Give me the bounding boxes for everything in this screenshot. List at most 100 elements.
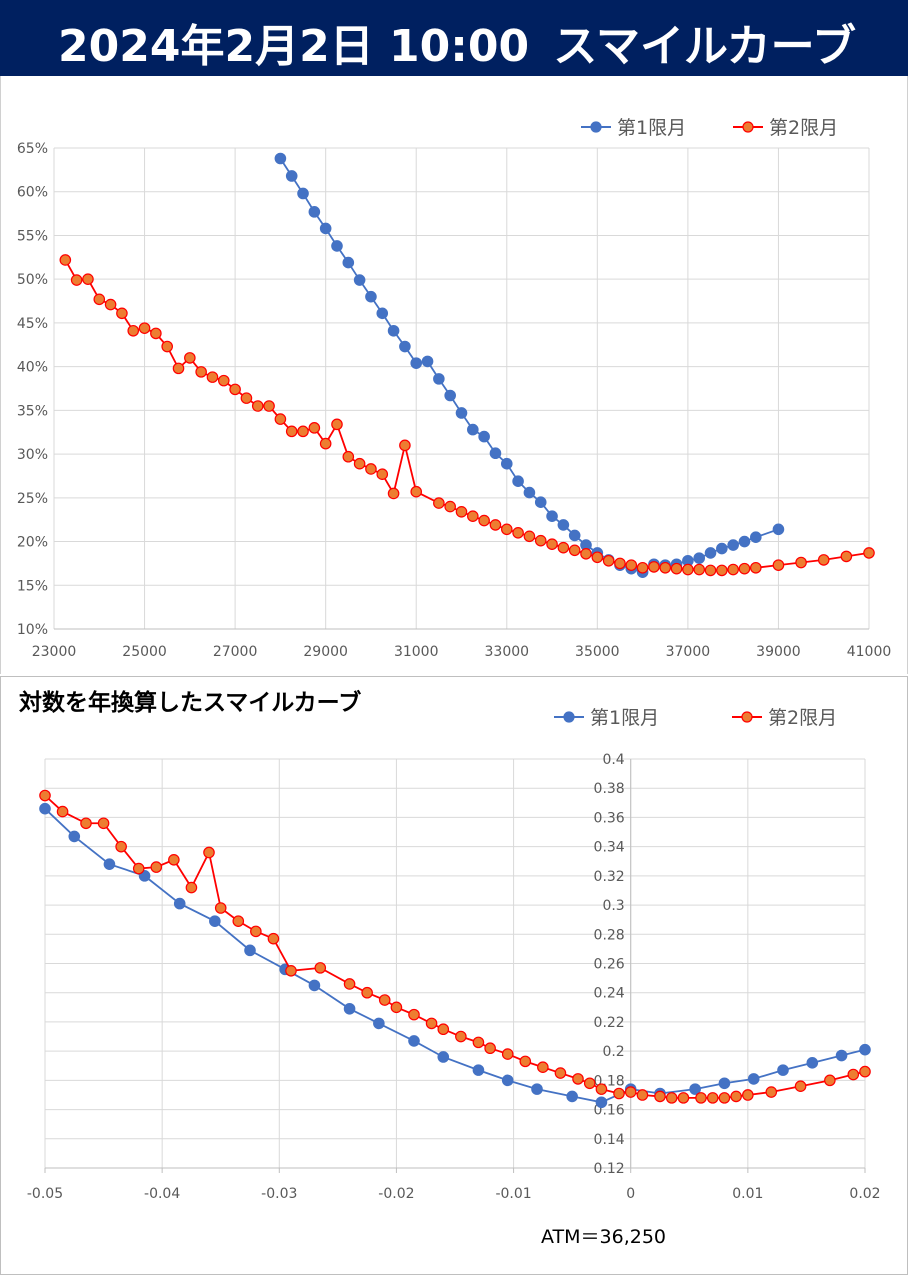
- data-point: [665, 1092, 678, 1104]
- data-point: [682, 563, 694, 576]
- data-point: [716, 564, 728, 577]
- data-point: [39, 802, 51, 815]
- data-point: [512, 475, 524, 488]
- data-point: [704, 564, 717, 577]
- data-point: [795, 556, 807, 569]
- data-point: [568, 529, 581, 542]
- data-point: [595, 1096, 608, 1109]
- data-point: [331, 418, 343, 431]
- data-point: [444, 500, 456, 513]
- data-point: [308, 979, 321, 992]
- data-point: [500, 523, 513, 536]
- data-point: [602, 554, 615, 567]
- data-point: [625, 559, 638, 571]
- data-point: [104, 298, 117, 311]
- x-tick-label: -0.01: [495, 1186, 531, 1202]
- data-point: [297, 425, 309, 438]
- data-point: [467, 510, 479, 522]
- data-point: [116, 307, 128, 320]
- data-point: [772, 523, 785, 536]
- data-point: [693, 552, 706, 564]
- data-point: [840, 550, 853, 563]
- data-point: [168, 853, 180, 866]
- y-tick-label: 0.26: [594, 957, 625, 973]
- data-point: [859, 1043, 871, 1056]
- header-date: 2024年2月2日 10:00: [58, 21, 530, 72]
- data-point: [455, 506, 468, 518]
- data-point: [97, 817, 110, 830]
- data-point: [132, 862, 145, 875]
- data-point: [747, 1073, 760, 1085]
- y-tick-label: 0.24: [594, 986, 625, 1002]
- data-point: [444, 389, 456, 402]
- data-point: [695, 1092, 707, 1104]
- y-tick-label: 25%: [17, 491, 48, 507]
- data-point: [568, 544, 581, 557]
- data-point: [467, 423, 479, 436]
- y-tick-label: 0.14: [594, 1132, 625, 1148]
- data-point: [704, 547, 717, 559]
- data-point: [250, 925, 262, 938]
- data-point: [408, 1035, 420, 1047]
- data-point: [595, 1083, 608, 1095]
- data-point: [342, 256, 355, 269]
- data-point: [489, 519, 502, 531]
- data-point: [353, 274, 366, 286]
- data-point: [433, 373, 445, 385]
- data-point: [750, 561, 762, 574]
- data-point: [824, 1074, 836, 1087]
- data-point: [373, 1017, 385, 1030]
- x-tick-label: 37000: [666, 644, 711, 660]
- data-point: [534, 534, 547, 547]
- data-point: [361, 986, 373, 999]
- y-tick-label: 50%: [17, 272, 48, 288]
- y-tick-label: 0.3: [602, 898, 624, 914]
- y-tick-label: 0.36: [594, 810, 625, 826]
- legend-label: 第2限月: [768, 707, 837, 729]
- data-point: [390, 1001, 403, 1014]
- data-point: [80, 817, 92, 830]
- data-point: [232, 915, 245, 927]
- data-point: [127, 324, 140, 337]
- data-point: [319, 222, 332, 235]
- data-point: [297, 187, 309, 200]
- x-tick-label: 23000: [32, 644, 77, 660]
- data-point: [138, 322, 151, 334]
- data-point: [70, 274, 83, 286]
- legend-label: 第1限月: [617, 117, 686, 139]
- data-point: [718, 1092, 731, 1104]
- series-line: [64, 259, 870, 572]
- data-point: [738, 562, 751, 575]
- data-point: [308, 206, 321, 218]
- data-point: [365, 463, 377, 475]
- data-point: [765, 1086, 778, 1098]
- data-point: [185, 881, 198, 894]
- data-point: [285, 965, 297, 977]
- data-point: [437, 1023, 450, 1036]
- data-point: [523, 530, 536, 543]
- x-tick-label: 39000: [756, 644, 801, 660]
- chart2-panel: 対数を年換算したスマイルカーブ 0.12 0.14 0.16 0.18 0.2 0.22 0…: [0, 676, 908, 1275]
- data-point: [206, 371, 219, 383]
- data-point: [425, 1017, 438, 1030]
- x-tick-label: 31000: [394, 644, 439, 660]
- data-point: [285, 425, 298, 438]
- series-line: [44, 794, 866, 1099]
- data-point: [501, 1048, 514, 1060]
- data-point: [209, 915, 221, 927]
- data-point: [184, 352, 196, 364]
- data-point: [472, 1036, 485, 1049]
- data-point: [566, 1090, 578, 1103]
- legend-marker: [590, 121, 602, 133]
- chart2-svg: 0.120.140.160.180.20.220.240.260.280.30.…: [27, 707, 881, 1202]
- data-point: [115, 840, 127, 853]
- data-point: [659, 561, 672, 574]
- data-point: [161, 340, 173, 353]
- data-point: [82, 273, 94, 285]
- data-point: [433, 497, 445, 509]
- data-point: [365, 290, 377, 303]
- data-point: [636, 561, 649, 574]
- data-point: [203, 846, 215, 859]
- data-point: [531, 1083, 543, 1095]
- data-point: [777, 1064, 789, 1076]
